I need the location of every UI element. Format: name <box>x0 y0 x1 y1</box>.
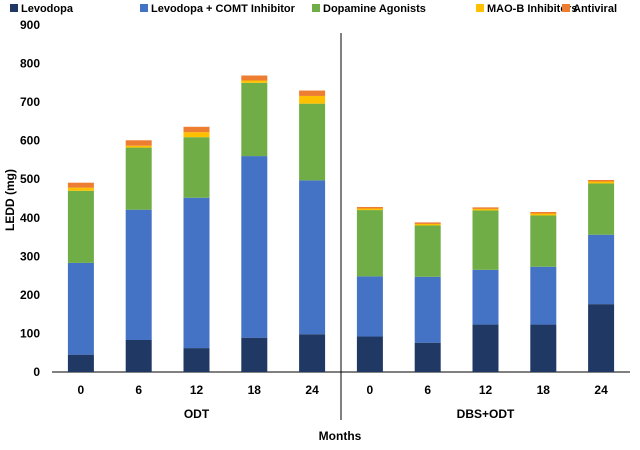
bar-segment-antiviral <box>183 126 210 133</box>
legend-label: Antiviral <box>573 3 617 15</box>
bar-segment-levodopa <box>183 348 210 372</box>
bar-segment-mao-b-inhibitors <box>530 213 557 216</box>
x-tick-label: 24 <box>594 383 608 397</box>
bar-segment-levodopa <box>530 324 557 372</box>
legend-swatch <box>140 4 148 12</box>
bar-segment-mao-b-inhibitors <box>183 132 210 138</box>
y-tick-label: 200 <box>20 288 40 302</box>
x-tick-label: 12 <box>479 383 493 397</box>
x-tick-label: 18 <box>248 383 262 397</box>
bar-segment-mao-b-inhibitors <box>472 208 499 211</box>
bar-segment-levodopa-comt-inhibitor <box>588 234 615 305</box>
bar-segment-levodopa-comt-inhibitor <box>530 266 557 325</box>
legend-label: Levodopa <box>21 3 74 15</box>
bar-segment-antiviral <box>472 207 499 209</box>
bar-segment-levodopa <box>67 354 94 372</box>
bar-segment-mao-b-inhibitors <box>299 95 326 104</box>
bar-segment-dopamine-agonists <box>125 147 152 210</box>
bar-segment-dopamine-agonists <box>299 103 326 181</box>
bar-segment-mao-b-inhibitors <box>588 181 615 184</box>
legend: Levodopa Levodopa + COMT Inhibitor Dopamin… <box>10 3 617 15</box>
y-tick-label: 700 <box>20 95 40 109</box>
bar-segment-levodopa-comt-inhibitor <box>183 197 210 349</box>
x-tick-label: 12 <box>190 383 204 397</box>
y-tick-label: 900 <box>20 18 40 32</box>
y-tick-label: 500 <box>20 172 40 186</box>
bar-segment-levodopa <box>241 337 268 372</box>
group-label: DBS+ODT <box>457 407 515 421</box>
bar-segment-dopamine-agonists <box>414 225 441 277</box>
bar-segment-levodopa-comt-inhibitor <box>241 156 268 338</box>
bar-segment-dopamine-agonists <box>472 210 499 270</box>
y-axis-title: LEDD (mg) <box>3 169 17 231</box>
y-tick-label: 0 <box>33 365 40 379</box>
bar-segment-levodopa-comt-inhibitor <box>356 276 383 337</box>
y-tick-label: 600 <box>20 134 40 148</box>
bar-segment-mao-b-inhibitors <box>241 80 268 83</box>
bar-segment-levodopa-comt-inhibitor <box>67 262 94 355</box>
bar-segment-antiviral <box>414 222 441 224</box>
bar-segment-dopamine-agonists <box>530 215 557 267</box>
y-tick-label: 100 <box>20 326 40 340</box>
bar-segment-antiviral <box>67 182 94 188</box>
y-tick-label: 300 <box>20 249 40 263</box>
bar-segment-levodopa <box>472 324 499 372</box>
x-tick-label: 6 <box>424 383 431 397</box>
bar-segment-levodopa-comt-inhibitor <box>414 276 441 343</box>
x-tick-label: 18 <box>537 383 551 397</box>
bar-segment-dopamine-agonists <box>356 210 383 277</box>
bar-segment-levodopa-comt-inhibitor <box>299 180 326 335</box>
bar-segment-antiviral <box>588 179 615 182</box>
bar-segment-levodopa <box>299 334 326 372</box>
group-labels: ODT DBS+ODT <box>184 407 515 421</box>
legend-swatch <box>562 4 570 12</box>
bar-segment-mao-b-inhibitors <box>67 187 94 191</box>
legend-swatch <box>476 4 484 12</box>
bar-segment-antiviral <box>241 75 268 81</box>
legend-label: Dopamine Agonists <box>323 3 426 15</box>
legend-swatch <box>312 4 320 12</box>
bar-segment-levodopa <box>414 342 441 372</box>
y-tick-label: 800 <box>20 57 40 71</box>
x-axis-tick-labels: 0 6 12 18 24 0 6 12 18 24 <box>78 383 609 397</box>
bar-segment-antiviral <box>299 90 326 96</box>
y-axis-tick-labels: 0 100 200 300 400 500 600 700 800 900 <box>20 18 40 379</box>
bar-segment-dopamine-agonists <box>241 82 268 157</box>
bar-segment-antiviral <box>530 211 557 214</box>
bar-segment-antiviral <box>356 206 383 209</box>
bar-segment-levodopa <box>125 339 152 372</box>
bar-segment-mao-b-inhibitors <box>125 145 152 148</box>
bar-segment-levodopa <box>356 336 383 372</box>
x-axis-title: Months <box>319 429 362 443</box>
bar-segment-mao-b-inhibitors <box>414 223 441 226</box>
bar-segment-levodopa <box>588 304 615 372</box>
bar-segment-levodopa-comt-inhibitor <box>472 269 499 325</box>
legend-label: Levodopa + COMT Inhibitor <box>151 3 296 15</box>
bar-segment-dopamine-agonists <box>183 137 210 198</box>
y-tick-label: 400 <box>20 211 40 225</box>
bar-segment-dopamine-agonists <box>588 183 615 235</box>
x-tick-label: 0 <box>78 383 85 397</box>
bar-segment-dopamine-agonists <box>67 190 94 263</box>
legend-label: MAO-B Inhibitors <box>487 3 577 15</box>
bar-segment-antiviral <box>125 140 152 146</box>
x-tick-label: 24 <box>305 383 319 397</box>
x-tick-label: 0 <box>367 383 374 397</box>
bars <box>67 75 615 372</box>
x-tick-label: 6 <box>135 383 142 397</box>
bar-segment-mao-b-inhibitors <box>356 208 383 211</box>
group-label: ODT <box>184 407 210 421</box>
legend-swatch <box>10 4 18 12</box>
bar-segment-levodopa-comt-inhibitor <box>125 209 152 340</box>
